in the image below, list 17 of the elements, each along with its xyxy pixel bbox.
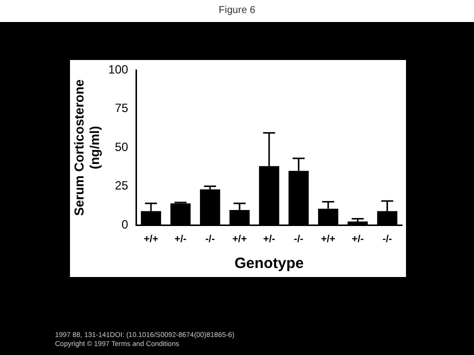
x-tick-label: +/+	[232, 234, 247, 245]
x-tick-label: +/-	[263, 234, 276, 245]
y-tick-label: 50	[114, 140, 129, 154]
x-tick-label: +/-	[174, 234, 186, 245]
x-tick-label: -/-	[382, 234, 392, 245]
x-tick-label: +/-	[352, 234, 364, 245]
x-tick-label: +/+	[320, 234, 336, 245]
y-tick-label: 75	[114, 101, 129, 116]
x-tick-label: +/+	[144, 234, 158, 245]
chart-title: Figure 6	[218, 4, 256, 16]
y-tick-label: 0	[122, 217, 129, 232]
y-tick-label: 100	[108, 62, 129, 77]
y-axis-title: Serum Corticosterone (ng/ml)	[71, 79, 102, 216]
x-tick-label: -/-	[205, 234, 215, 245]
x-tick-label: -/-	[294, 234, 304, 245]
x-axis-title: Genotype	[234, 255, 304, 272]
y-tick-label: 25	[114, 178, 129, 193]
